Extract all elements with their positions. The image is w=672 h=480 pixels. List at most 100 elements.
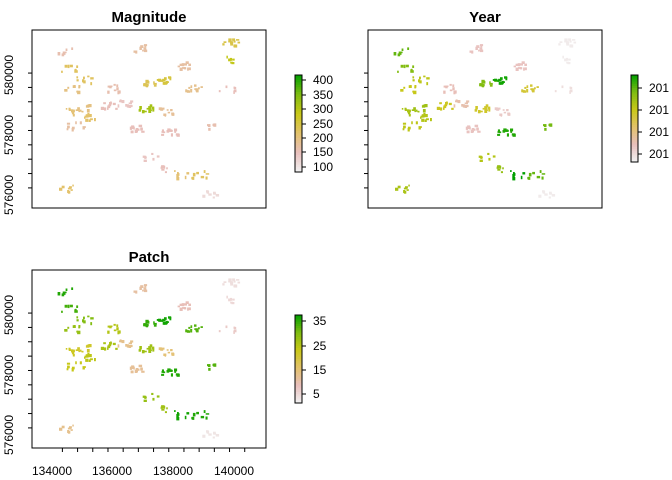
patch-pixel [142,155,145,158]
patch-pixel [137,128,140,131]
patch-pixel [200,415,205,419]
patch-pixel [153,322,157,325]
patch-pixel [464,102,468,105]
patch-pixel [476,127,479,131]
patch-pixel [86,109,90,113]
patch-pixel [568,58,571,61]
patch-pixel [144,284,147,288]
patch-pixel [61,185,65,189]
patch-pixel [406,109,410,111]
patch-pixel [76,316,79,319]
patch [496,165,504,174]
patch-pixel [76,305,79,308]
patch-pixel [564,38,568,42]
patch-pixel [420,116,422,119]
legend-color-step [631,159,638,163]
patch-pixel [107,90,110,94]
patch-pixel [512,177,516,181]
patch-pixel [83,320,86,324]
legend-color-step [295,372,302,375]
legend-color-step [295,89,302,93]
legend-color-step [295,116,302,120]
patch-pixel [467,125,471,129]
legend-color-step [295,75,302,78]
patch-pixel [186,172,190,175]
legend-color-step [295,135,302,139]
patch-pixel [403,86,406,89]
patch-pixel [566,57,568,61]
patch [76,75,94,86]
legend-color-step [295,91,302,95]
legend-color-step [631,114,638,117]
patch-pixel [407,110,410,113]
patch-pixel [179,303,183,306]
patch [84,352,96,362]
legend-color-step [295,317,302,320]
patch-pixel [83,76,85,80]
patch-pixel [177,413,180,416]
patch-pixel [107,345,111,349]
patch-pixel [480,49,484,53]
legend-color-step [295,133,302,137]
patch-pixel [151,392,154,395]
legend-color-step [295,348,302,351]
patch-pixel [64,291,67,294]
patch-pixel [170,349,173,352]
patch-pixel [208,364,211,367]
patch-pixel [118,330,121,334]
patch-pixel [108,104,112,107]
patch-pixel [200,86,203,88]
patch-pixel [75,361,77,365]
patch-pixel [400,51,403,54]
legend-tick-label: 100 [313,160,333,174]
patch-pixel [445,86,448,89]
patch-pixel [502,167,504,170]
patch-pixel [205,413,210,415]
patch-pixel [143,287,147,290]
patch-pixel [78,110,81,113]
patch [513,61,527,71]
patch-pixel [473,128,476,131]
patch-pixel [188,86,191,89]
patch-pixel [424,119,427,122]
patch-pixel [478,155,481,158]
patch-pixel [236,279,240,281]
patch-pixel [144,44,147,48]
patch-pixel [141,350,145,354]
legend-color-step [631,105,638,109]
patch-pixel [143,47,147,50]
patch-pixel [89,358,93,361]
patch-pixel [152,108,155,112]
legend-color-step [295,334,302,338]
patch-pixel [534,87,536,90]
patch-pixel [192,176,195,180]
patch-pixel [407,128,410,132]
patch-pixel [401,48,404,51]
patch-pixel [71,112,75,115]
legend-color-step [295,94,302,98]
patch-pixel [117,90,120,95]
patch [453,99,470,108]
patch-pixel [90,77,94,80]
patch-pixel [466,100,470,103]
patch-pixel [139,46,142,50]
patch [521,84,539,93]
patch-pixel [141,370,145,373]
legend-color-step [631,133,638,137]
patch-pixel [107,347,109,350]
patch-pixel [135,368,139,370]
patch-pixel [196,411,199,415]
patch-pixel [407,112,411,115]
patch-pixel [129,366,132,370]
patch-pixel [485,104,489,108]
legend-color-step [295,339,302,342]
patch-pixel [164,77,167,80]
patch-pixel [232,298,235,301]
patch-pixel [524,86,527,89]
patch-pixel [64,89,68,92]
patch-pixel [82,126,86,128]
patch-pixel [83,80,86,84]
patch-pixel [153,82,157,85]
patch-pixel [84,355,88,358]
patch-pixel [512,173,515,178]
